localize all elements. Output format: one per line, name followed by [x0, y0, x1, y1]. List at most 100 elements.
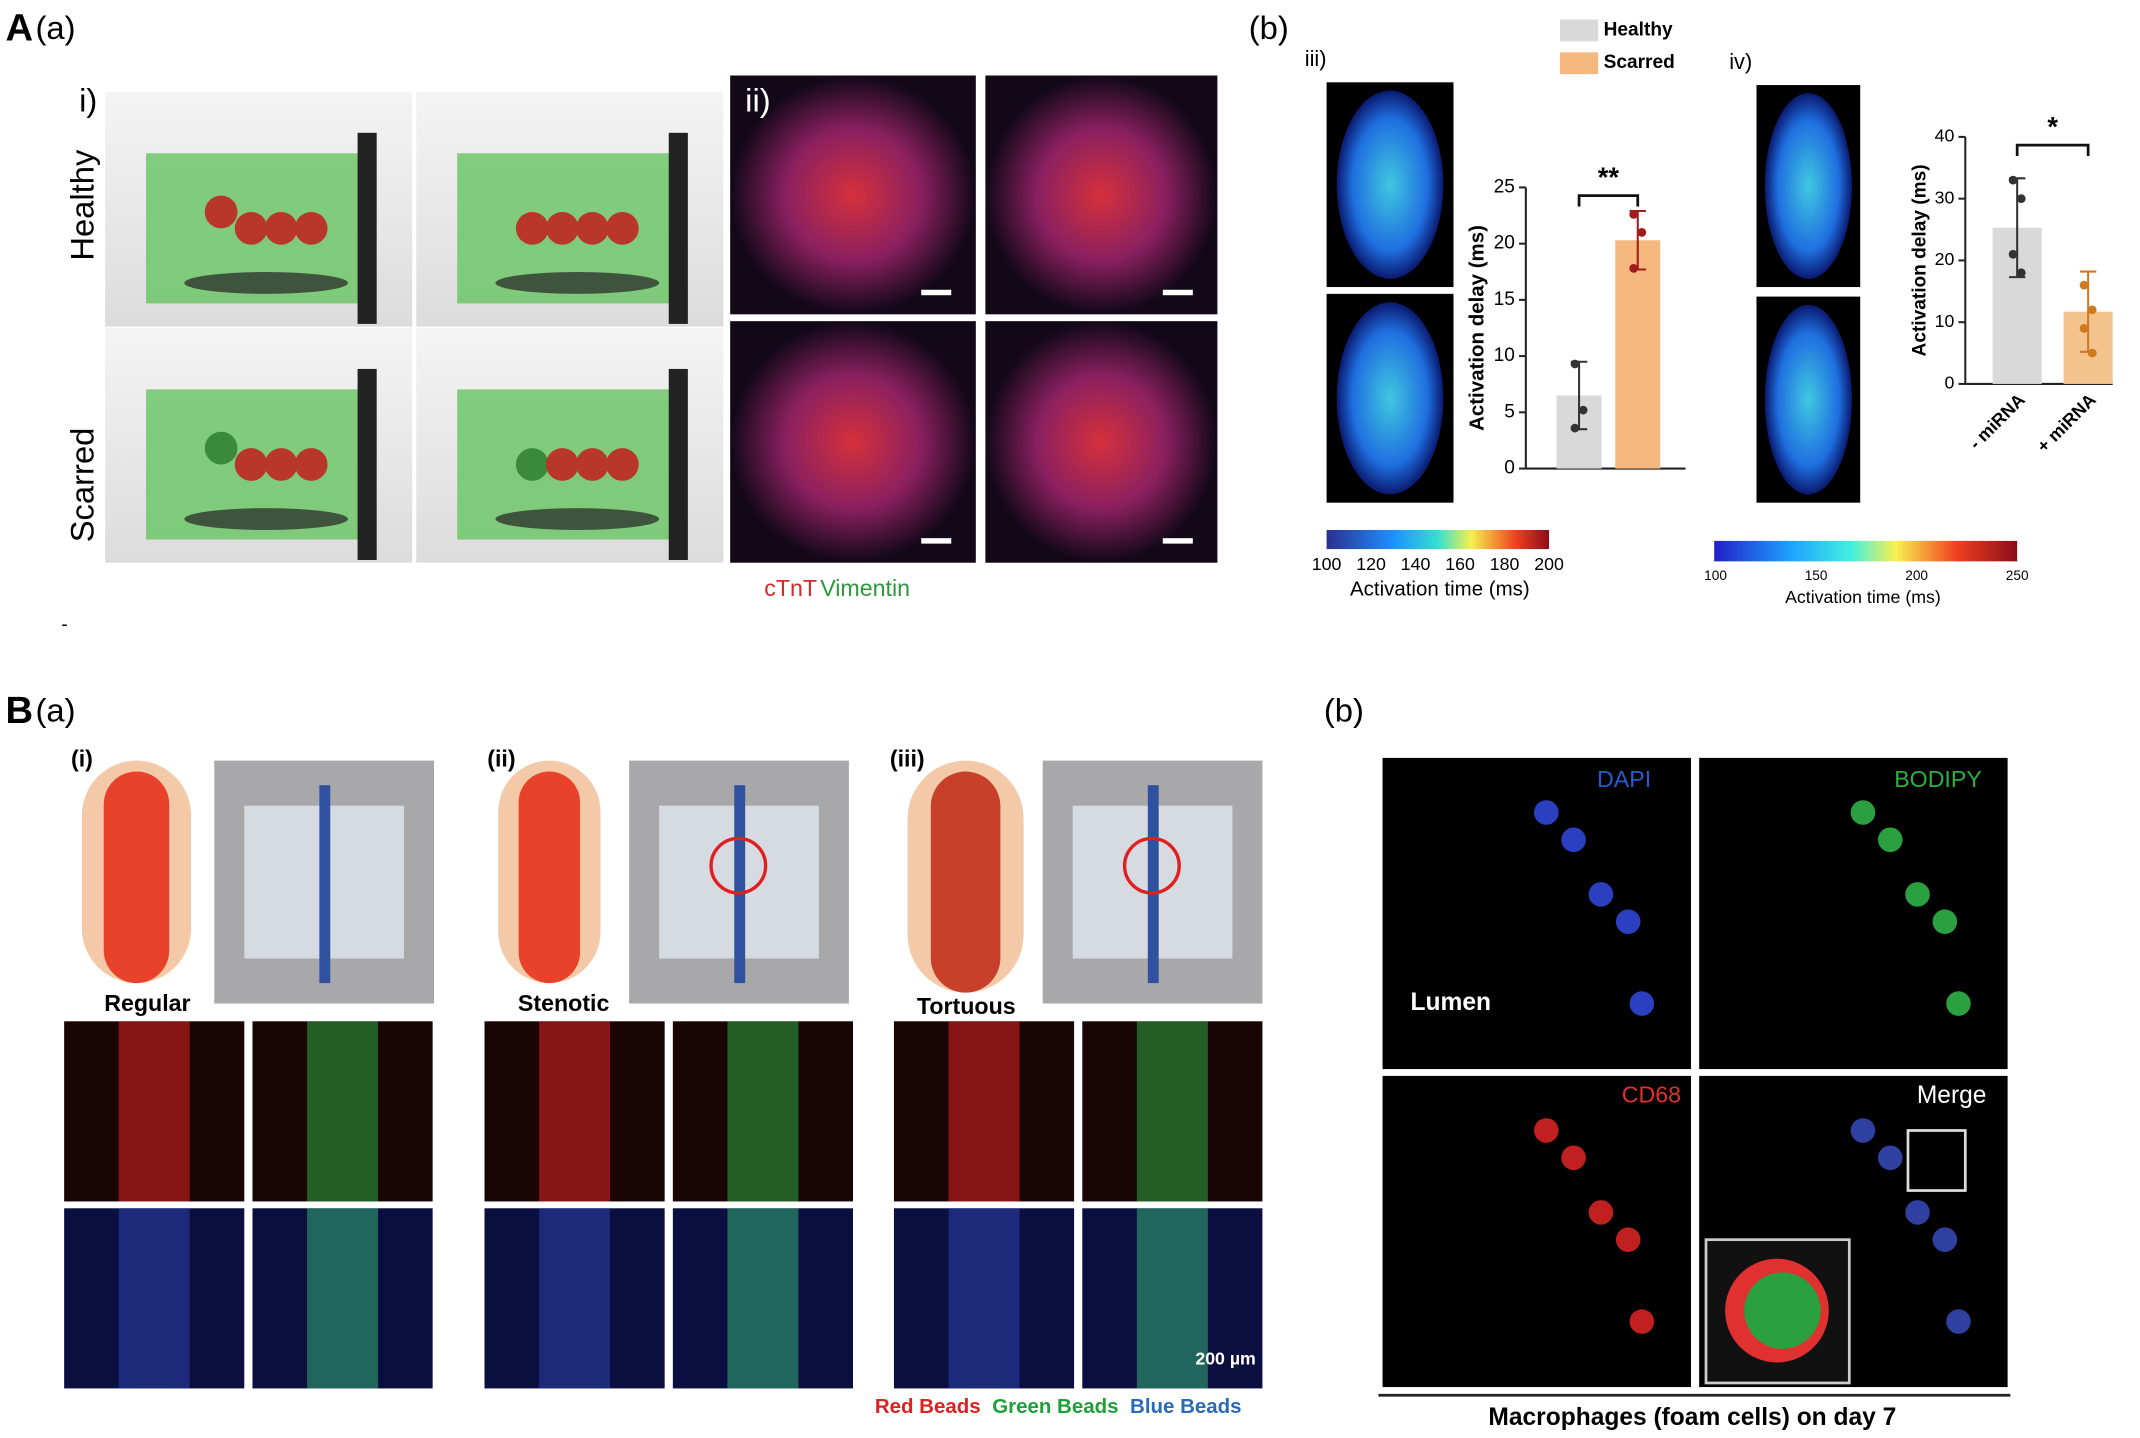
cell [1850, 800, 1876, 825]
cell [1905, 882, 1930, 907]
vessel-lumen [518, 771, 581, 984]
tissue-sphere [264, 211, 298, 245]
y-tick-label: 30 [1935, 187, 1955, 207]
bead-label: Red Beads [875, 1395, 981, 1418]
y-tick-label: 10 [1494, 345, 1515, 366]
data-point [2008, 249, 2018, 259]
colorbar [1326, 529, 1550, 550]
channel [319, 785, 331, 984]
bead-stream [539, 1021, 611, 1202]
vessel-lumen [103, 771, 170, 984]
tissue-sphere [575, 448, 609, 481]
data-point [2079, 280, 2089, 290]
panel-label: B [5, 689, 33, 732]
sub-label: iv) [1729, 49, 1752, 74]
significance-label: * [2047, 111, 2058, 142]
layout [64, 75, 2008, 1389]
sub-label: (ii) [487, 746, 515, 772]
data-point [1629, 210, 1639, 219]
cell [1561, 1145, 1586, 1171]
data-point [2087, 305, 2097, 315]
data-point [2008, 175, 2018, 185]
channel [1147, 785, 1159, 984]
tissue-sphere [294, 448, 328, 481]
cell [1932, 909, 1958, 934]
legend-label: Scarred [1604, 52, 1675, 73]
colorbar-tick-label: 120 [1356, 554, 1386, 574]
tissue-sphere [605, 448, 639, 481]
vessel-lumen [930, 771, 1001, 993]
scale-bar [921, 289, 952, 296]
data-point [2016, 194, 2026, 204]
tissue-sphere [515, 448, 549, 481]
cell [1588, 882, 1614, 907]
colorbar-tick-label: 200 [1905, 568, 1928, 583]
tissue-sphere [234, 448, 268, 481]
data-point [1570, 359, 1580, 369]
chamber-wall [357, 132, 377, 324]
tissue-sphere [234, 211, 268, 245]
cell [1629, 991, 1655, 1016]
micrograph [1382, 1075, 1691, 1388]
colorbar-label: Activation time (ms) [1350, 577, 1530, 600]
cell [1534, 800, 1559, 825]
inset-cell [1744, 1272, 1821, 1349]
scale-label: 200 µm [1195, 1348, 1256, 1368]
colorbar-tick-label: 100 [1312, 554, 1342, 574]
row-label: Scarred [63, 428, 100, 543]
vessel-label: Stenotic [518, 990, 610, 1016]
bead-stream [307, 1021, 379, 1202]
sub-label: iii) [1305, 46, 1327, 71]
legend-swatch [1559, 52, 1599, 75]
channel [734, 785, 746, 984]
legend-swatch [1559, 19, 1599, 42]
row-label: Healthy [63, 149, 100, 261]
scale-bar [1162, 289, 1193, 296]
activation-map [1336, 90, 1444, 279]
chamber-wall [668, 132, 688, 324]
tissue-sphere [545, 448, 579, 481]
sub-label: (i) [71, 746, 93, 772]
micrograph [730, 321, 976, 563]
chamber-wall [357, 368, 377, 561]
sub-label: i) [79, 81, 97, 118]
y-tick-label: 20 [1935, 249, 1955, 269]
scale-bar [921, 538, 952, 544]
colorbar-label: Activation time (ms) [1785, 587, 1941, 607]
panel-sublabel: (b) [1324, 692, 1364, 729]
cell [1615, 909, 1641, 934]
cell [1932, 1227, 1958, 1252]
micrograph [730, 75, 976, 315]
y-tick-label: 20 [1494, 233, 1515, 254]
cell [1946, 991, 1971, 1016]
activation-map [1764, 93, 1852, 279]
tissue-sphere [605, 211, 639, 245]
y-tick-label: 10 [1935, 311, 1955, 331]
colorbar-tick-label: 160 [1445, 554, 1475, 574]
cell [1946, 1309, 1971, 1334]
bar [1615, 240, 1661, 469]
inset-box [1906, 1129, 1967, 1192]
mark: - [61, 615, 67, 636]
cell [1877, 827, 1903, 853]
shadow [184, 508, 349, 530]
highlight-circle [1122, 836, 1181, 895]
y-tick-label: 40 [1935, 126, 1955, 146]
colorbar-tick-label: 200 [1534, 554, 1564, 574]
data-point [1637, 228, 1647, 237]
significance-bracket [1577, 194, 1640, 207]
bead-stream [118, 1208, 190, 1389]
bead-stream [1136, 1021, 1208, 1202]
data-point [1570, 423, 1580, 433]
activation-map [1336, 302, 1444, 495]
cell [1534, 1118, 1559, 1143]
channel-label: CD68 [1622, 1081, 1681, 1107]
data-point [2087, 348, 2097, 358]
data-point [1578, 405, 1588, 415]
bead-label: Green Beads [992, 1395, 1118, 1418]
tissue-sphere [264, 448, 298, 481]
x-tick-label: - miRNA [1965, 389, 2029, 453]
channel-label: Merge [1917, 1082, 1987, 1109]
bead-stream [1136, 1208, 1208, 1389]
y-tick-label: 0 [1504, 458, 1515, 479]
